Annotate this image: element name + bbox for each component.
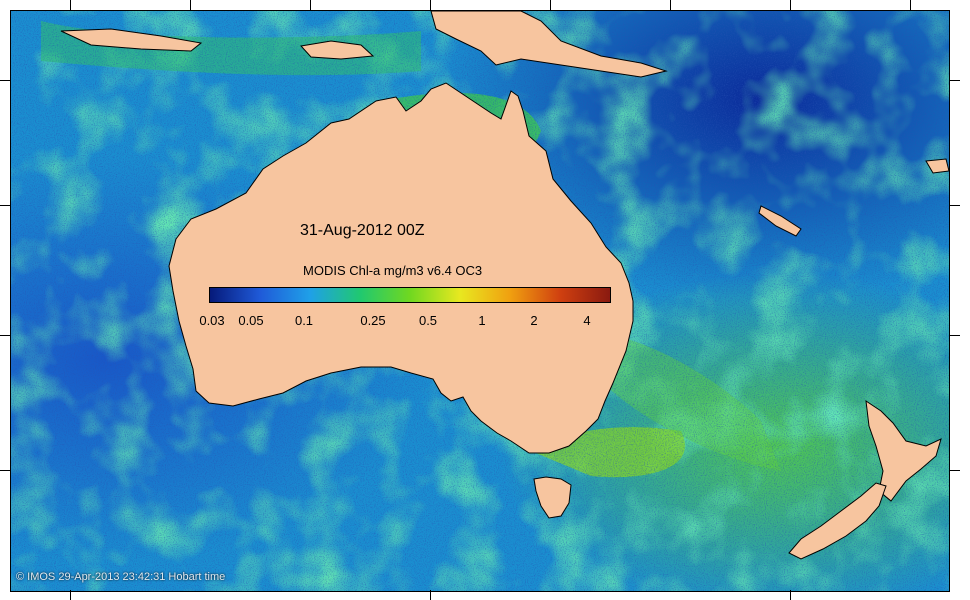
fiji-island	[925, 158, 949, 174]
nz-north-island	[865, 399, 942, 502]
colorbar-label: 0.1	[294, 313, 314, 328]
left-tick	[0, 205, 10, 206]
bottom-tick	[430, 590, 431, 600]
timor-island	[300, 40, 375, 60]
nz-south-island	[788, 482, 887, 560]
colorbar-label: 0.25	[360, 313, 386, 328]
top-tick	[910, 0, 911, 10]
solomon-island	[758, 205, 802, 237]
colorbar-label: 4	[583, 313, 591, 328]
chlorophyll-map	[10, 10, 950, 592]
tasmania-land	[533, 476, 572, 519]
top-tick	[790, 0, 791, 10]
left-tick	[0, 335, 10, 336]
right-tick	[950, 470, 960, 471]
map-title: 31-Aug-2012 00Z	[300, 222, 425, 239]
left-tick	[0, 470, 10, 471]
left-tick	[0, 80, 10, 81]
bottom-tick	[70, 590, 71, 600]
colorbar-label: 0.03	[199, 313, 225, 328]
new-guinea-land	[430, 11, 668, 78]
top-tick	[310, 0, 311, 10]
top-tick	[550, 0, 551, 10]
right-tick	[950, 80, 960, 81]
top-tick	[670, 0, 671, 10]
colorbar-label: 0.5	[418, 313, 438, 328]
top-tick	[190, 0, 191, 10]
bottom-tick	[790, 590, 791, 600]
colorbar-label: 2	[530, 313, 538, 328]
australia-land	[168, 82, 634, 454]
top-tick	[70, 0, 71, 10]
copyright-credit: © IMOS 29-Apr-2013 23:42:31 Hobart time	[16, 571, 226, 583]
top-tick	[430, 0, 431, 10]
colorbar-label: 1	[478, 313, 486, 328]
right-tick	[950, 335, 960, 336]
colorbar	[209, 287, 611, 303]
map-canvas	[11, 11, 949, 591]
right-tick	[950, 205, 960, 206]
colorbar-title: MODIS Chl-a mg/m3 v6.4 OC3	[303, 263, 483, 278]
colorbar-label: 0.05	[238, 313, 264, 328]
sunda-island	[60, 28, 203, 52]
